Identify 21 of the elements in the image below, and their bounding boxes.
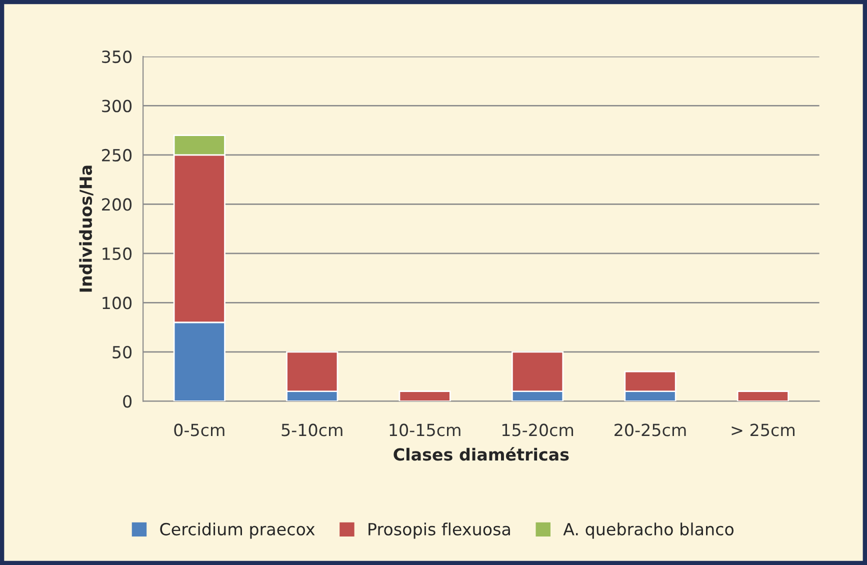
y-tick-label: 0 <box>123 395 132 408</box>
bar <box>736 390 790 402</box>
y-tick-label: 150 <box>102 247 132 260</box>
y-tick-label: 100 <box>102 296 132 310</box>
x-tick-label: 10-15cm <box>390 424 460 436</box>
y-tick-label: 50 <box>112 346 132 358</box>
x-tick-label: 20-25cm <box>614 424 686 436</box>
legend-label: Cercidium praecox <box>160 522 315 539</box>
y-tick-label: 350 <box>102 50 132 64</box>
y-tick-label: 300 <box>102 100 132 112</box>
x-tick-label: 15-20cm <box>502 424 574 436</box>
y-tick-label: 250 <box>102 148 132 162</box>
x-axis-title: Clases diamétricas <box>394 447 569 461</box>
x-tick-label: 0-5cm <box>174 424 224 436</box>
legend-label: Prosopis flexuosa <box>368 522 510 539</box>
x-tick-label: > 25cm <box>732 424 794 436</box>
x-tick-label: 5-10cm <box>282 424 342 436</box>
y-axis-title: Individuos/Ha <box>79 166 94 292</box>
legend-label: A. quebracho blanco <box>563 522 734 539</box>
bar <box>398 390 451 402</box>
y-tick-label: 200 <box>102 198 132 211</box>
